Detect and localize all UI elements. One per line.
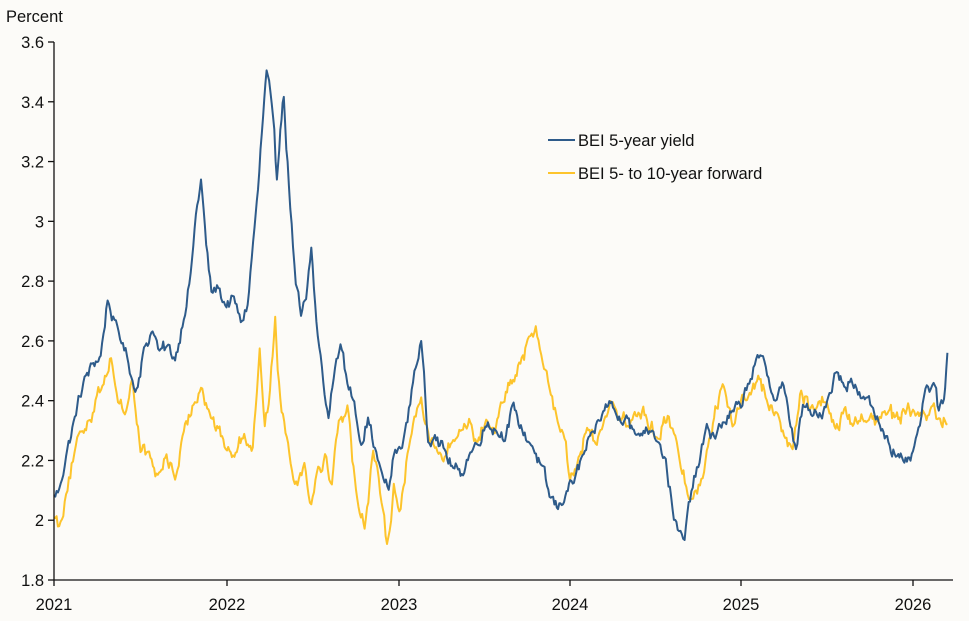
y-tick-label: 2.6 [21,333,44,351]
series-line-bei-5-year-yield [53,69,949,541]
y-tick-label: 3.4 [21,94,44,112]
y-tick-label: 2.8 [21,273,44,291]
y-tick-label: 1.8 [21,572,44,590]
y-tick-label: 2 [35,512,44,530]
series-layer [53,69,949,545]
y-axis-unit-label: Percent [6,8,63,26]
y-tick-label: 3 [35,213,44,231]
y-tick-label: 2.4 [21,393,44,411]
legend-item-bei-5-to-10-year-forward: BEI 5- to 10-year forward [548,165,762,183]
x-tick-label: 2026 [895,596,932,614]
series-line-bei-5-to-10-year-forward [53,315,948,545]
legend-label-bei-5-year-yield: BEI 5-year yield [578,132,694,150]
legend: BEI 5-year yield BEI 5- to 10-year forwa… [548,132,762,183]
y-tick-label: 2.2 [21,452,44,470]
x-tick-label: 2024 [552,596,589,614]
y-tick-label: 3.2 [21,154,44,172]
x-tick-label: 2023 [381,596,418,614]
legend-label-bei-5-to-10-year-forward: BEI 5- to 10-year forward [578,165,762,183]
x-tick-label: 2025 [723,596,760,614]
x-ticks: 2021 2022 2023 2024 2025 2026 [36,580,932,614]
axes [53,42,953,581]
x-tick-label: 2021 [36,596,73,614]
y-ticks: 1.8 2 2.2 2.4 2.6 2.8 3 3.2 3.4 3.6 [21,34,54,590]
y-tick-label: 3.6 [21,34,44,52]
legend-item-bei-5-year-yield: BEI 5-year yield [548,132,694,150]
x-tick-label: 2022 [209,596,246,614]
